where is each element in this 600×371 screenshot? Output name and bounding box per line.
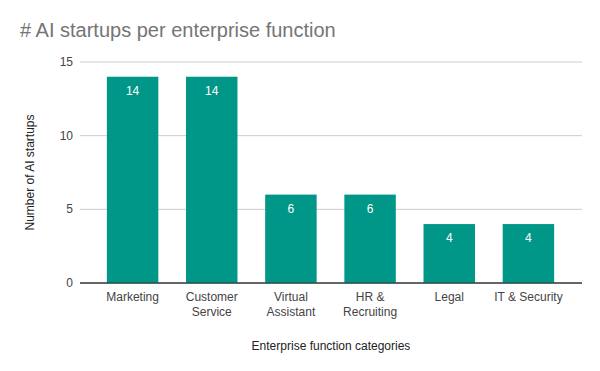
data-label: 4: [525, 231, 532, 245]
x-axis-label: Enterprise function categories: [252, 339, 411, 353]
x-tick-label: HR &Recruiting: [343, 290, 397, 319]
x-tick-label-line: Recruiting: [343, 305, 397, 319]
x-tick-label-line: Legal: [435, 290, 464, 304]
data-label: 6: [367, 202, 374, 216]
bar: [424, 224, 475, 283]
y-tick-label: 5: [66, 202, 73, 216]
x-tick-label-line: HR &: [356, 290, 385, 304]
data-label: 14: [205, 84, 219, 98]
x-tick-label-line: Marketing: [106, 290, 159, 304]
x-tick-label-line: Service: [192, 305, 232, 319]
y-tick-label: 10: [60, 129, 74, 143]
data-label: 4: [446, 231, 453, 245]
data-label: 6: [288, 202, 295, 216]
x-axis-line: [80, 283, 582, 284]
x-tick-label-line: IT & Security: [494, 290, 562, 304]
grid: [80, 62, 582, 283]
grid-line: [80, 283, 582, 284]
title: # AI startups per enterprise function: [20, 19, 336, 41]
bar: [344, 195, 395, 283]
data-label: 14: [126, 84, 140, 98]
x-tick-label-line: Assistant: [267, 305, 316, 319]
x-tick-label-line: Customer: [186, 290, 238, 304]
y-tick-label: 15: [60, 55, 74, 69]
bar: [503, 224, 554, 283]
chart: # AI startups per enterprise function 0 5 1…: [0, 0, 600, 371]
x-tick-label: Legal: [435, 290, 464, 304]
x-tick-label: VirtualAssistant: [267, 290, 316, 319]
y-tick-label: 0: [66, 276, 73, 290]
x-tick-label: Marketing: [106, 290, 159, 304]
bar: [186, 77, 237, 283]
x-tick-label-line: Virtual: [274, 290, 308, 304]
y-axis-label: Number of AI startups: [23, 114, 37, 230]
bar: [107, 77, 158, 283]
bars: [107, 77, 554, 283]
bar: [265, 195, 316, 283]
x-tick-label: CustomerService: [186, 290, 238, 319]
grid-line: [80, 62, 582, 63]
x-tick-label: IT & Security: [494, 290, 562, 304]
background: [0, 0, 600, 371]
